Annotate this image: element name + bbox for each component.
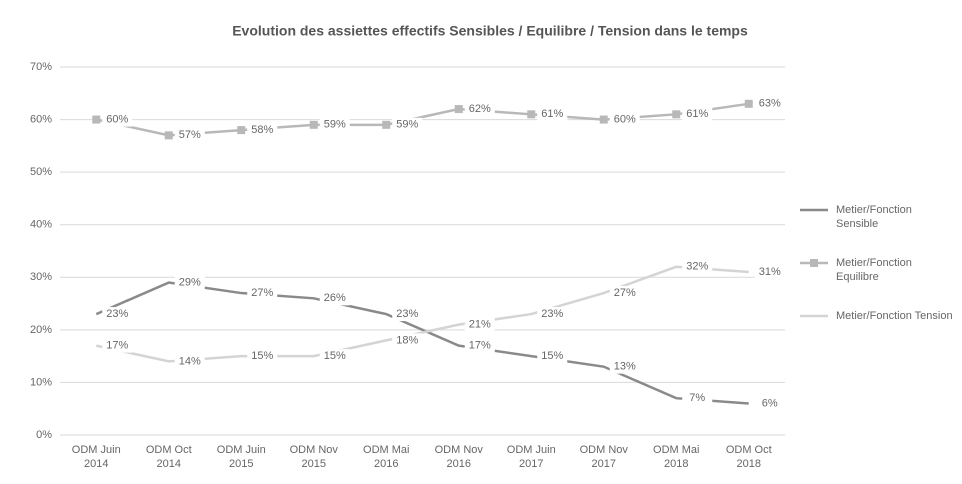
label-bg [319, 117, 350, 132]
data-label: 59% [324, 119, 346, 131]
data-label: 29% [179, 276, 201, 288]
x-tick-label: ODM Oct 2018 [725, 444, 772, 470]
data-label: 60% [614, 113, 636, 125]
label-bg [247, 349, 278, 364]
x-tick-label: ODM Mai 2018 [653, 444, 700, 470]
label-bg [754, 96, 785, 111]
label-bg [174, 275, 205, 290]
label-bg [247, 123, 278, 138]
point-marker [382, 120, 391, 129]
y-tick-label: 10% [30, 376, 52, 388]
label-bg [102, 338, 133, 353]
x-tick-label: ODM Nov 2015 [289, 444, 338, 470]
x-tick-label: ODM Nov 2016 [434, 444, 483, 470]
x-tick-label: ODM Mai 2016 [363, 444, 410, 470]
series-line [95, 281, 749, 405]
y-tick-label: 50% [30, 166, 52, 178]
label-bg [319, 291, 350, 306]
point-marker [454, 105, 463, 114]
data-label: 14% [179, 355, 201, 367]
label-bg [682, 391, 713, 406]
label-bg [464, 338, 495, 353]
data-label: 57% [179, 129, 201, 141]
label-bg [537, 349, 568, 364]
y-tick-label: 0% [36, 429, 52, 441]
data-label: 31% [759, 266, 781, 278]
label-bg [174, 128, 205, 143]
legend-marker [810, 259, 818, 267]
y-tick-label: 60% [30, 113, 52, 125]
point-marker [527, 110, 536, 119]
label-bg [537, 307, 568, 322]
label-bg [392, 307, 423, 322]
y-tick-label: 20% [30, 324, 52, 336]
x-tick-label: ODM Juin 2017 [506, 444, 556, 470]
data-label: 61% [541, 108, 563, 120]
data-label: 21% [469, 319, 491, 331]
series-line [95, 265, 749, 363]
data-label: 18% [396, 334, 418, 346]
data-label: 23% [541, 308, 563, 320]
x-tick-label: ODM Oct 2014 [145, 444, 192, 470]
data-label: 6% [762, 397, 778, 409]
data-label: 15% [324, 350, 346, 362]
series-line [95, 102, 749, 137]
x-tick-label: ODM Juin 2014 [71, 444, 121, 470]
label-bg [537, 107, 568, 122]
y-tick-label: 70% [30, 61, 52, 73]
label-bg [392, 117, 423, 132]
data-label: 59% [396, 119, 418, 131]
y-tick-label: 30% [30, 271, 52, 283]
data-label: 15% [251, 350, 273, 362]
legend-label: Metier/Fonction Tension [836, 310, 953, 322]
data-label: 60% [106, 113, 128, 125]
data-label: 58% [251, 124, 273, 136]
data-label: 62% [469, 103, 491, 115]
data-label: 61% [686, 108, 708, 120]
label-bg [609, 112, 640, 127]
label-bg [754, 265, 785, 280]
point-marker [744, 99, 753, 108]
label-bg [247, 286, 278, 301]
x-tick-label: ODM Juin 2015 [216, 444, 266, 470]
label-bg [609, 359, 640, 374]
data-label: 27% [251, 287, 273, 299]
data-label: 13% [614, 361, 636, 373]
label-bg [682, 259, 713, 274]
legend-label: Metier/Fonction Equilibre [836, 257, 912, 283]
label-bg [319, 349, 350, 364]
point-marker [237, 126, 246, 135]
label-bg [464, 102, 495, 117]
data-label: 15% [541, 350, 563, 362]
legend-label: Metier/Fonction Sensible [836, 204, 912, 230]
label-bg [102, 112, 133, 127]
point-marker [164, 131, 173, 140]
data-label: 27% [614, 287, 636, 299]
label-bg [174, 354, 205, 369]
point-marker [92, 115, 101, 124]
data-label: 23% [396, 308, 418, 320]
label-bg [464, 317, 495, 332]
chart-title: Evolution des assiettes effectifs Sensib… [232, 23, 748, 39]
label-bg [392, 333, 423, 348]
point-marker [672, 110, 681, 119]
data-label: 7% [689, 392, 705, 404]
data-label: 23% [106, 308, 128, 320]
y-tick-label: 40% [30, 219, 52, 231]
point-marker [599, 115, 608, 124]
label-bg [682, 107, 713, 122]
x-tick-label: ODM Nov 2017 [579, 444, 628, 470]
data-label: 63% [759, 98, 781, 110]
point-marker [309, 120, 318, 129]
data-label: 17% [469, 340, 491, 352]
data-label: 26% [324, 292, 346, 304]
label-bg [102, 307, 133, 322]
data-label: 32% [686, 261, 708, 273]
label-bg [609, 286, 640, 301]
data-label: 17% [106, 340, 128, 352]
label-bg [754, 396, 785, 411]
